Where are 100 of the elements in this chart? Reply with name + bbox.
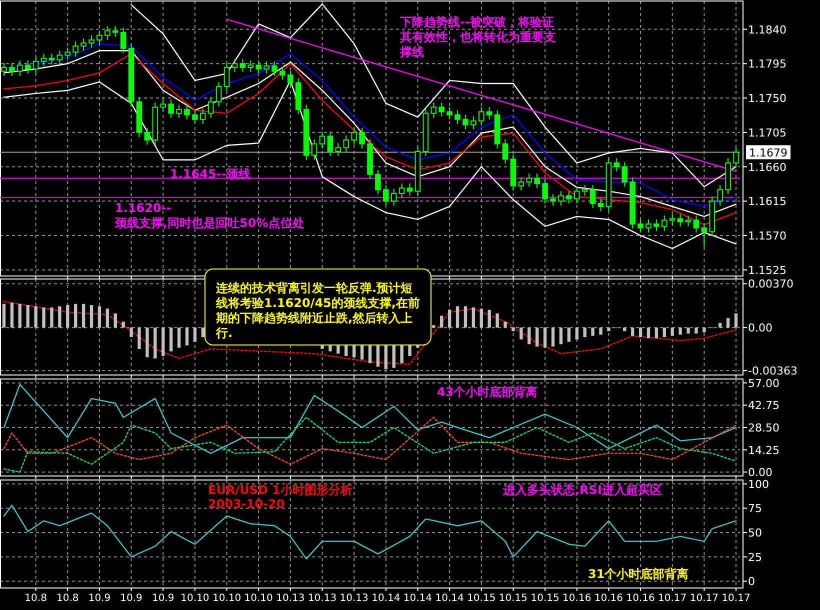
bar <box>512 328 515 332</box>
bar <box>82 304 86 328</box>
x-tick-label: 10.9 <box>120 593 142 604</box>
y-tick-label: 42.75 <box>748 399 780 412</box>
bar <box>496 313 499 328</box>
candlestick <box>390 188 397 206</box>
candlestick <box>638 218 644 233</box>
bar <box>536 328 539 347</box>
candlestick <box>176 104 182 118</box>
candlestick <box>327 131 334 157</box>
candlestick <box>64 47 71 60</box>
bar <box>543 328 547 348</box>
bar <box>520 328 523 340</box>
candlestick <box>72 40 78 58</box>
annotation: 31个小时底部背离 <box>588 567 689 581</box>
bar <box>694 328 698 334</box>
candlestick <box>430 102 437 118</box>
bar <box>130 328 133 338</box>
y-tick-label: 100 <box>748 478 769 491</box>
y-tick-label: 0.00 <box>748 466 772 480</box>
bar <box>122 322 125 328</box>
candlestick <box>526 173 532 188</box>
bar <box>10 302 14 328</box>
bar <box>456 306 460 328</box>
bar <box>504 322 507 328</box>
candlestick <box>288 70 294 88</box>
y-tick-label: 0.00370 <box>748 278 794 291</box>
bar <box>726 318 730 328</box>
candlestick <box>701 222 708 248</box>
candlestick <box>351 127 357 146</box>
x-tick-label: 10.16 <box>626 593 655 604</box>
candlestick <box>502 138 508 164</box>
ref-line-label: 1.1679 <box>749 146 788 160</box>
candlestick <box>9 62 15 76</box>
x-tick-label: 10.14 <box>435 593 464 604</box>
candlestick <box>264 60 270 74</box>
x-tick-label: 10.8 <box>56 593 79 604</box>
candlestick <box>319 131 326 149</box>
candlestick <box>590 184 596 209</box>
candlestick <box>112 26 118 38</box>
bar <box>34 306 38 328</box>
bar <box>154 328 157 358</box>
y-tick-label: 1.1750 <box>748 92 786 106</box>
annotation: 颈线支撑,同时也是回吐50%点位处 <box>114 216 304 230</box>
candlestick <box>208 96 214 118</box>
candlestick <box>598 198 604 212</box>
bar <box>472 307 476 328</box>
x-tick-label: 10.17 <box>690 593 719 604</box>
annotation: 进入多头状态,RSI进入超买区 <box>502 483 662 497</box>
candlestick <box>17 60 23 76</box>
annotation: 1.1620-- <box>115 201 172 215</box>
x-tick-label: 10.13 <box>340 593 368 604</box>
bar <box>74 304 78 328</box>
bar <box>50 307 54 328</box>
bar <box>464 306 468 328</box>
bar <box>591 328 594 336</box>
x-tick-label: 10.15 <box>530 593 560 604</box>
bar <box>26 305 30 328</box>
x-tick-label: 10.13 <box>276 593 305 604</box>
bar <box>623 328 626 332</box>
bar <box>678 328 682 335</box>
y-tick-label: 1.1660 <box>748 160 786 174</box>
bar <box>114 313 117 328</box>
bar <box>177 328 181 348</box>
candlestick <box>192 110 198 124</box>
y-tick-label: 1.1705 <box>748 126 786 140</box>
bar <box>488 310 491 328</box>
annotation: 43个小时底部背离 <box>437 385 538 399</box>
candlestick <box>677 214 684 227</box>
bar <box>193 328 197 342</box>
candlestick <box>486 106 492 120</box>
bar <box>734 313 738 328</box>
bar <box>559 328 563 344</box>
x-tick-label: 10.8 <box>24 593 47 604</box>
candlestick <box>32 56 39 74</box>
candlestick <box>335 142 342 157</box>
bar <box>18 304 22 328</box>
candlestick <box>160 99 166 112</box>
candlestick <box>438 102 444 117</box>
candlestick <box>534 173 540 189</box>
x-tick-label: 10.14 <box>403 593 432 604</box>
annotation: 2003-10-20 <box>208 497 285 511</box>
candlestick <box>375 169 381 195</box>
candlestick <box>622 162 628 188</box>
candlestick <box>200 108 206 124</box>
x-tick-label: 10.9 <box>152 593 174 604</box>
candlestick <box>144 127 150 146</box>
candlestick <box>272 60 278 76</box>
candlestick <box>614 158 620 172</box>
y-tick-label: 1.1795 <box>748 58 786 71</box>
bar <box>551 328 555 347</box>
bar <box>583 328 586 338</box>
x-tick-label: 10.10 <box>180 593 210 604</box>
candlestick <box>693 215 700 233</box>
candlestick <box>256 60 262 74</box>
bar <box>567 328 571 342</box>
bar <box>66 305 70 328</box>
x-tick-label: 10.10 <box>244 593 273 604</box>
x-tick-label: 10.16 <box>594 593 624 604</box>
candlestick <box>24 60 31 74</box>
